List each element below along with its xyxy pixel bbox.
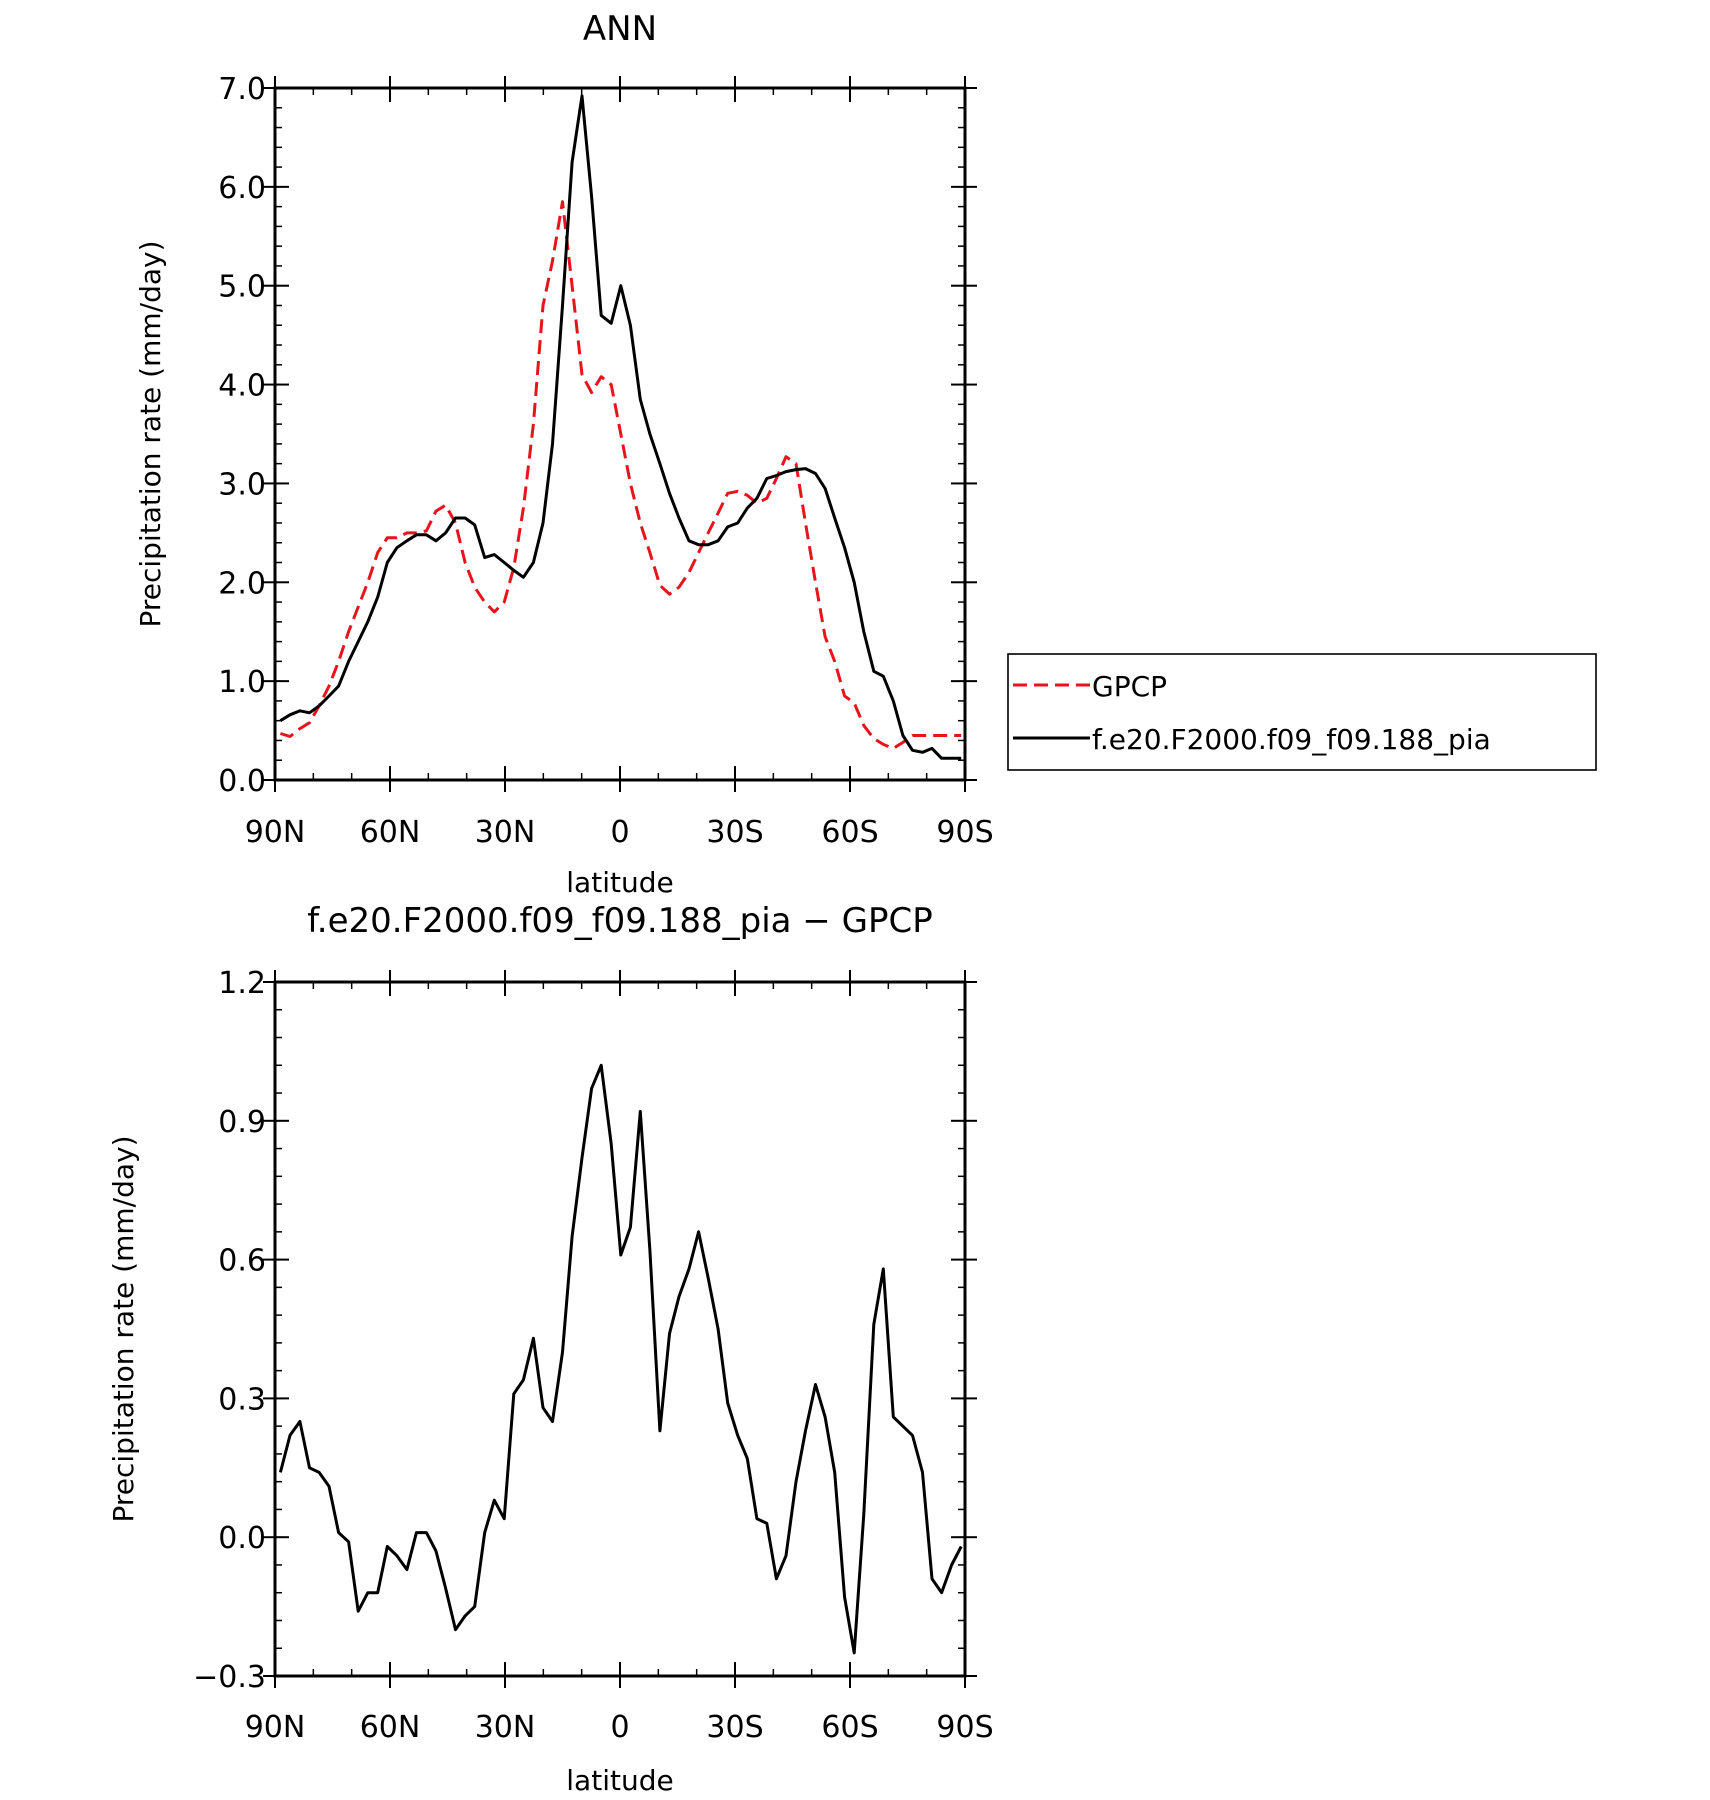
top-y-tick-label: 1.0 bbox=[218, 665, 266, 700]
legend-box bbox=[1007, 653, 1597, 771]
bottom-chart-title: f.e20.F2000.f09_f09.188_pia − GPCP bbox=[307, 901, 932, 941]
bottom-panel: f.e20.F2000.f09_f09.188_pia − GPCP 90N 60… bbox=[107, 901, 994, 1797]
bottom-x-axis-label: latitude bbox=[566, 1764, 673, 1797]
top-y-tick-label: 0.0 bbox=[218, 764, 266, 799]
top-x-tick-label: 0 bbox=[610, 815, 629, 850]
bottom-y-tick-label: 0.0 bbox=[218, 1521, 266, 1556]
bottom-x-tick-label: 30N bbox=[475, 1710, 536, 1745]
legend: GPCP f.e20.F2000.f09_f09.188_pia bbox=[1007, 653, 1597, 771]
bottom-x-tick-label: 30S bbox=[706, 1710, 763, 1745]
bottom-y-tick-label: 0.9 bbox=[218, 1105, 266, 1140]
bottom-x-tick-label: 0 bbox=[610, 1710, 629, 1745]
bottom-y-tick-label: −0.3 bbox=[193, 1660, 266, 1695]
top-x-tick-label: 30S bbox=[706, 815, 763, 850]
bottom-series-line-difference bbox=[278, 1063, 963, 1655]
top-y-tick-label: 3.0 bbox=[218, 467, 266, 502]
bottom-series-group bbox=[278, 1063, 963, 1655]
top-series-line-gpcp bbox=[279, 200, 962, 750]
top-y-tick-label: 6.0 bbox=[218, 171, 266, 206]
bottom-plot-frame bbox=[273, 980, 967, 1678]
top-x-axis-label: latitude bbox=[566, 866, 673, 899]
top-x-tick-label: 60N bbox=[360, 815, 421, 850]
top-series-group bbox=[279, 94, 962, 760]
bottom-y-tick-label: 0.6 bbox=[218, 1244, 266, 1279]
bottom-axis-ticks: 90N 60N 30N 0 30S 60S 90S −0.3 0.0 0.3 0.6 0.9 1.2 bbox=[193, 966, 993, 1745]
top-series-line-f-e20-f2000-f09-f09-188-pia bbox=[279, 94, 962, 760]
top-panel: ANN 90N 60N 30N 0 30S 60S 90S 0.0 1.0 2.0 3.0 4.0 5.… bbox=[134, 9, 1597, 899]
bottom-y-axis-label: Precipitation rate (mm/day) bbox=[107, 1135, 140, 1522]
top-x-tick-label: 30N bbox=[475, 815, 536, 850]
top-y-tick-label: 4.0 bbox=[218, 369, 266, 404]
bottom-x-tick-label: 90S bbox=[936, 1710, 993, 1745]
top-y-tick-label: 7.0 bbox=[218, 72, 266, 107]
legend-label-gpcp: GPCP bbox=[1092, 670, 1167, 703]
legend-label-model: f.e20.F2000.f09_f09.188_pia bbox=[1092, 723, 1491, 756]
top-x-tick-label: 90S bbox=[936, 815, 993, 850]
bottom-y-tick-label: 1.2 bbox=[218, 966, 266, 1001]
bottom-y-tick-label: 0.3 bbox=[218, 1382, 266, 1417]
top-y-axis-label: Precipitation rate (mm/day) bbox=[134, 240, 167, 627]
bottom-x-tick-label: 60S bbox=[821, 1710, 878, 1745]
top-axis-ticks: 90N 60N 30N 0 30S 60S 90S 0.0 1.0 2.0 3.0 4.0 5.0 6.0… bbox=[218, 72, 993, 850]
top-y-tick-label: 5.0 bbox=[218, 270, 266, 305]
bottom-x-tick-label: 60N bbox=[360, 1710, 421, 1745]
top-x-tick-label: 90N bbox=[245, 815, 306, 850]
bottom-x-tick-label: 90N bbox=[245, 1710, 306, 1745]
top-y-tick-label: 2.0 bbox=[218, 566, 266, 601]
top-chart-title: ANN bbox=[583, 9, 657, 49]
top-x-tick-label: 60S bbox=[821, 815, 878, 850]
